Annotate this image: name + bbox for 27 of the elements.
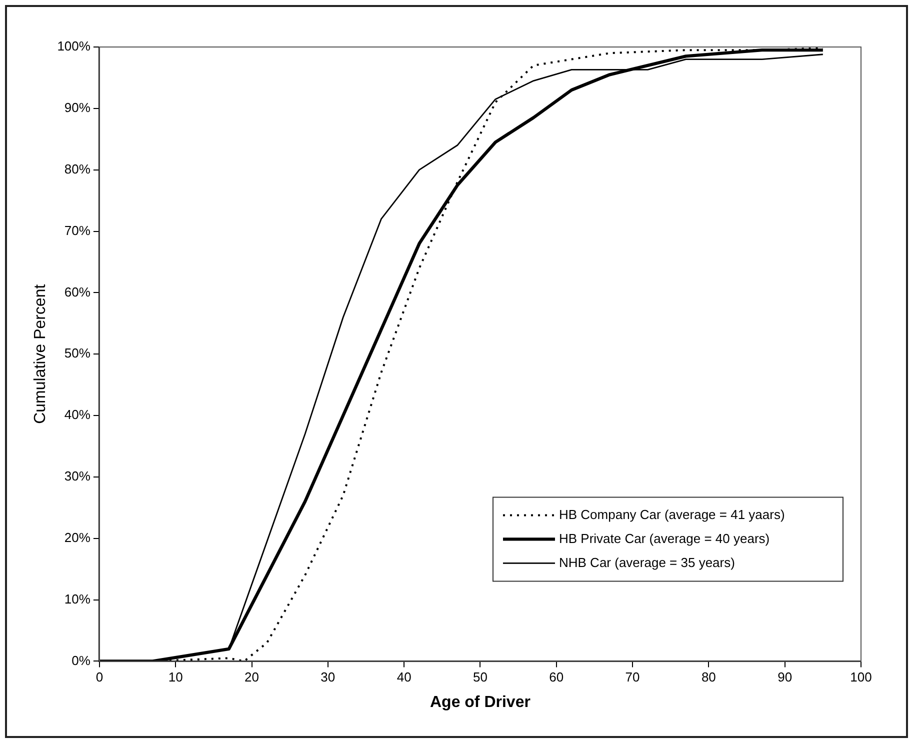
y-tick-label: 60% (64, 284, 91, 300)
y-tick-label: 0% (72, 652, 91, 668)
x-tick-label: 70 (625, 670, 640, 685)
y-tick-label: 40% (64, 407, 91, 422)
x-tick-label: 90 (778, 670, 792, 685)
x-tick-label: 10 (168, 670, 183, 685)
y-tick-label: 90% (64, 100, 91, 115)
x-tick-label: 80 (701, 670, 716, 685)
x-tick-label: 100 (850, 670, 872, 685)
x-tick-label: 50 (472, 670, 488, 685)
y-tick-label: 30% (64, 468, 91, 484)
y-axis-title: Cumulative Percent (32, 284, 50, 424)
legend-label: NHB Car (average = 35 years) (559, 554, 735, 570)
y-tick-label: 50% (64, 346, 91, 361)
x-tick-label: 30 (320, 670, 336, 685)
y-tick-label: 70% (64, 222, 91, 238)
y-tick-label: 10% (64, 591, 91, 606)
legend-label: HB Private Car (average = 40 years) (559, 530, 770, 546)
x-tick-label: 60 (549, 670, 564, 685)
x-tick-label: 0 (96, 670, 104, 685)
y-tick-label: 80% (64, 161, 91, 176)
x-axis-title: Age of Driver (430, 694, 530, 711)
y-tick-label: 100% (57, 38, 91, 54)
y-tick-label: 20% (64, 530, 91, 545)
legend-label: HB Company Car (average = 41 yaars) (559, 506, 785, 522)
x-tick-label: 40 (396, 670, 412, 685)
x-tick-label: 20 (244, 670, 259, 685)
